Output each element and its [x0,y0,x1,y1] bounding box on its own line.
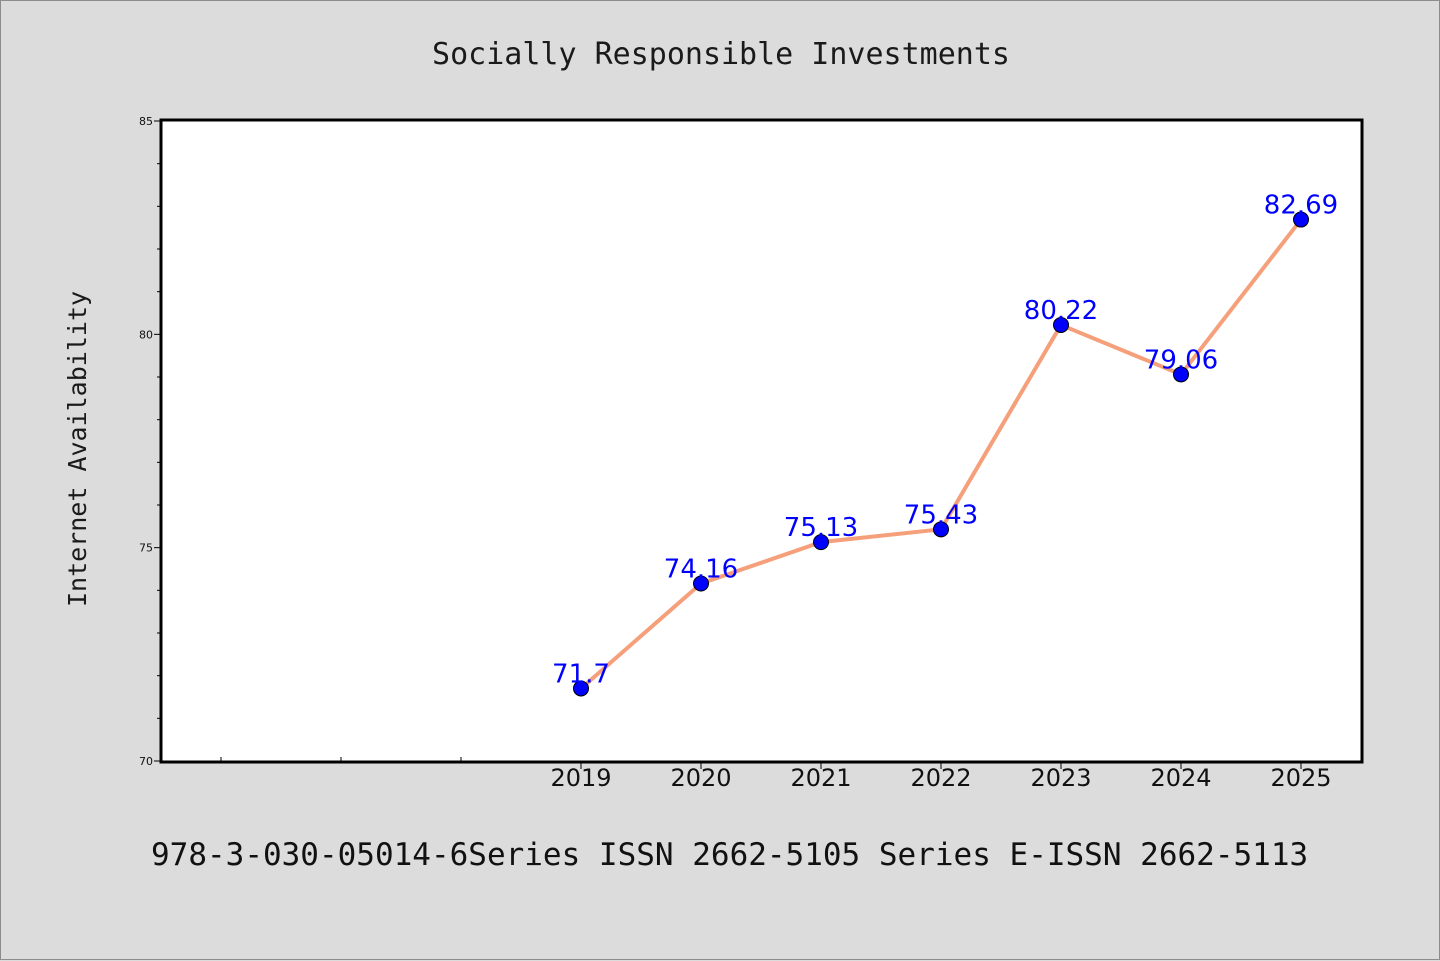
data-point-marker [1053,316,1069,333]
x-tick-label: 2019 [550,764,611,792]
x-tick-label: 2025 [1270,764,1331,792]
x-tick-label: 2020 [670,764,731,792]
data-label: 75.43 [904,500,978,530]
data-point-marker [813,534,829,551]
data-point-marker [1293,211,1309,228]
y-tick-label: 80 [139,328,153,341]
data-labels-group: 71.7 74.16 75.13 75.43 80.22 79.06 82.69 [552,191,1338,690]
data-label: 80.22 [1024,296,1098,326]
data-label: 71.7 [552,659,610,689]
y-tick-label: 85 [139,115,153,128]
footer-text: 978-3-030-05014-6Series ISSN 2662-5105 S… [151,837,1308,873]
y-axis-label: Internet Availability [63,291,92,607]
data-point-marker [573,680,589,697]
markers-group [573,211,1309,697]
y-axis: 70 75 80 85 [139,115,161,768]
data-point-marker [693,575,709,592]
chart-title: Socially Responsible Investments [432,37,1010,72]
x-tick-label: 2022 [910,764,971,792]
x-tick-label: 2024 [1150,764,1211,792]
data-label: 74.16 [664,555,738,585]
data-label: 79.06 [1144,345,1218,375]
y-tick-label: 70 [139,755,153,768]
data-label: 82.69 [1264,191,1338,221]
x-axis: 2019 2020 2021 2022 2023 2024 2025 [220,757,1332,792]
plot-area [159,118,1364,764]
y-tick-label: 75 [139,542,153,555]
data-point-marker [933,521,949,538]
x-tick-label: 2023 [1030,764,1091,792]
x-tick-label: 2021 [790,764,851,792]
data-label: 75.13 [784,513,858,543]
data-point-marker [1173,366,1189,383]
